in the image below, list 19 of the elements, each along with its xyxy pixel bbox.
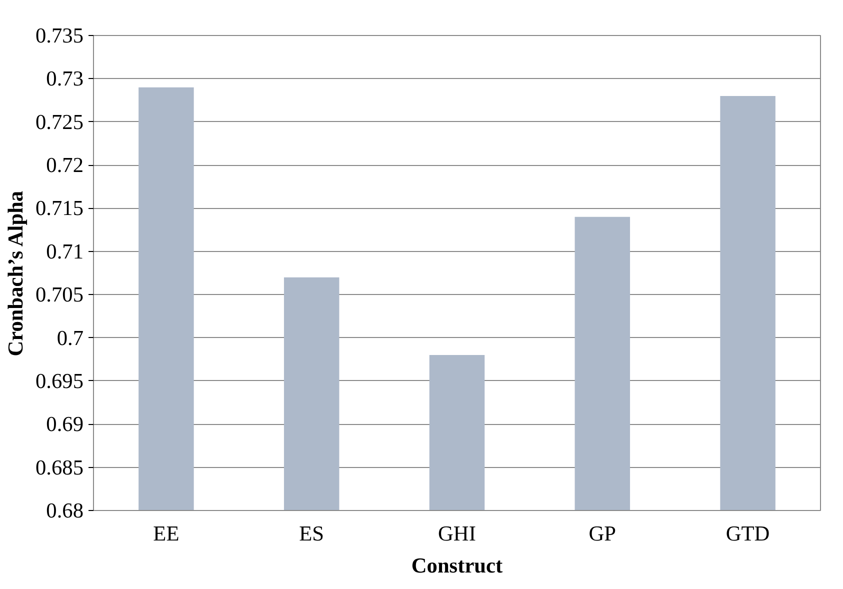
x-tick-label: GP (588, 522, 616, 546)
y-tick-label: 0.735 (36, 24, 84, 48)
y-tick-label: 0.705 (36, 282, 84, 307)
x-axis-title: Construct (411, 554, 504, 578)
y-tick-label: 0.69 (46, 412, 84, 436)
x-tick-label: EE (153, 522, 180, 546)
y-tick-label: 0.68 (46, 498, 84, 522)
y-tick-label: 0.685 (36, 455, 84, 480)
y-tick-label: 0.7 (56, 326, 84, 350)
y-tick-label: 0.725 (36, 110, 84, 134)
x-tick-label: GTD (726, 522, 770, 546)
y-tick-label: 0.695 (36, 368, 84, 393)
y-tick-label: 0.715 (36, 196, 84, 220)
y-tick-label: 0.72 (46, 153, 84, 178)
x-tick-label: ES (299, 522, 324, 546)
y-tick-label: 0.71 (46, 239, 84, 264)
y-tick-label: 0.73 (46, 66, 84, 91)
x-tick-label: GHI (438, 522, 476, 546)
y-axis-title: Cronbach’s Alpha (4, 190, 28, 356)
